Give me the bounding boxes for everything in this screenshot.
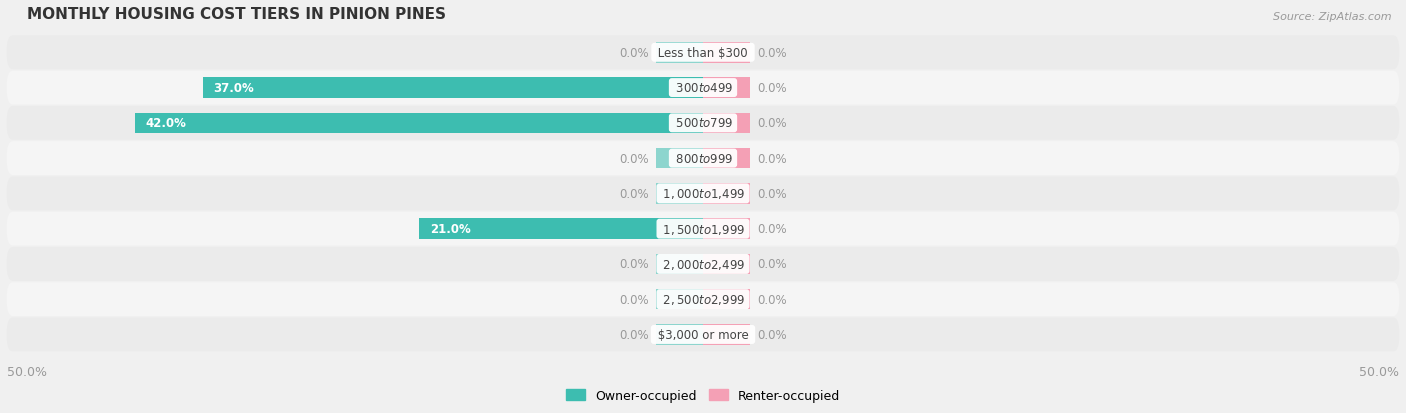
FancyBboxPatch shape	[7, 107, 1399, 140]
Text: $1,000 to $1,499: $1,000 to $1,499	[659, 187, 747, 201]
Bar	[655, 43, 703, 63]
Text: 0.0%: 0.0%	[619, 293, 650, 306]
Bar	[703, 43, 751, 63]
Text: $2,500 to $2,999: $2,500 to $2,999	[659, 292, 747, 306]
Text: Source: ZipAtlas.com: Source: ZipAtlas.com	[1274, 12, 1392, 22]
Text: 0.0%: 0.0%	[619, 258, 650, 271]
Text: MONTHLY HOUSING COST TIERS IN PINION PINES: MONTHLY HOUSING COST TIERS IN PINION PIN…	[27, 7, 446, 22]
Text: 0.0%: 0.0%	[756, 293, 787, 306]
FancyBboxPatch shape	[7, 71, 1399, 105]
Text: 0.0%: 0.0%	[619, 188, 650, 200]
Text: 0.0%: 0.0%	[619, 328, 650, 341]
Bar	[655, 325, 703, 345]
Text: 0.0%: 0.0%	[756, 82, 787, 95]
Bar	[655, 254, 703, 275]
Bar	[703, 219, 751, 239]
Bar	[703, 325, 751, 345]
Text: 0.0%: 0.0%	[756, 188, 787, 200]
FancyBboxPatch shape	[7, 318, 1399, 351]
Text: $2,000 to $2,499: $2,000 to $2,499	[659, 257, 747, 271]
Bar	[703, 78, 751, 99]
Text: 0.0%: 0.0%	[619, 47, 650, 59]
Text: $1,500 to $1,999: $1,500 to $1,999	[659, 222, 747, 236]
FancyBboxPatch shape	[7, 212, 1399, 246]
FancyBboxPatch shape	[7, 282, 1399, 316]
Bar	[703, 289, 751, 310]
Text: $800 to $999: $800 to $999	[672, 152, 734, 165]
Bar	[655, 184, 703, 204]
Bar	[703, 184, 751, 204]
Text: 0.0%: 0.0%	[756, 223, 787, 235]
FancyBboxPatch shape	[7, 247, 1399, 281]
Text: $300 to $499: $300 to $499	[672, 82, 734, 95]
Bar	[655, 289, 703, 310]
Text: Less than $300: Less than $300	[654, 47, 752, 59]
Bar	[135, 113, 703, 134]
Text: 0.0%: 0.0%	[756, 47, 787, 59]
Text: 37.0%: 37.0%	[214, 82, 254, 95]
Bar	[419, 219, 703, 239]
Text: 0.0%: 0.0%	[756, 117, 787, 130]
FancyBboxPatch shape	[7, 36, 1399, 70]
Text: 0.0%: 0.0%	[619, 152, 650, 165]
Bar	[703, 254, 751, 275]
Bar	[703, 149, 751, 169]
Text: 0.0%: 0.0%	[756, 258, 787, 271]
Bar	[202, 78, 703, 99]
Text: $500 to $799: $500 to $799	[672, 117, 734, 130]
Bar	[703, 113, 751, 134]
Text: 42.0%: 42.0%	[146, 117, 187, 130]
FancyBboxPatch shape	[7, 142, 1399, 176]
Bar	[655, 149, 703, 169]
Text: 0.0%: 0.0%	[756, 152, 787, 165]
Text: $3,000 or more: $3,000 or more	[654, 328, 752, 341]
Text: 21.0%: 21.0%	[430, 223, 471, 235]
Legend: Owner-occupied, Renter-occupied: Owner-occupied, Renter-occupied	[561, 384, 845, 407]
FancyBboxPatch shape	[7, 177, 1399, 211]
Text: 0.0%: 0.0%	[756, 328, 787, 341]
